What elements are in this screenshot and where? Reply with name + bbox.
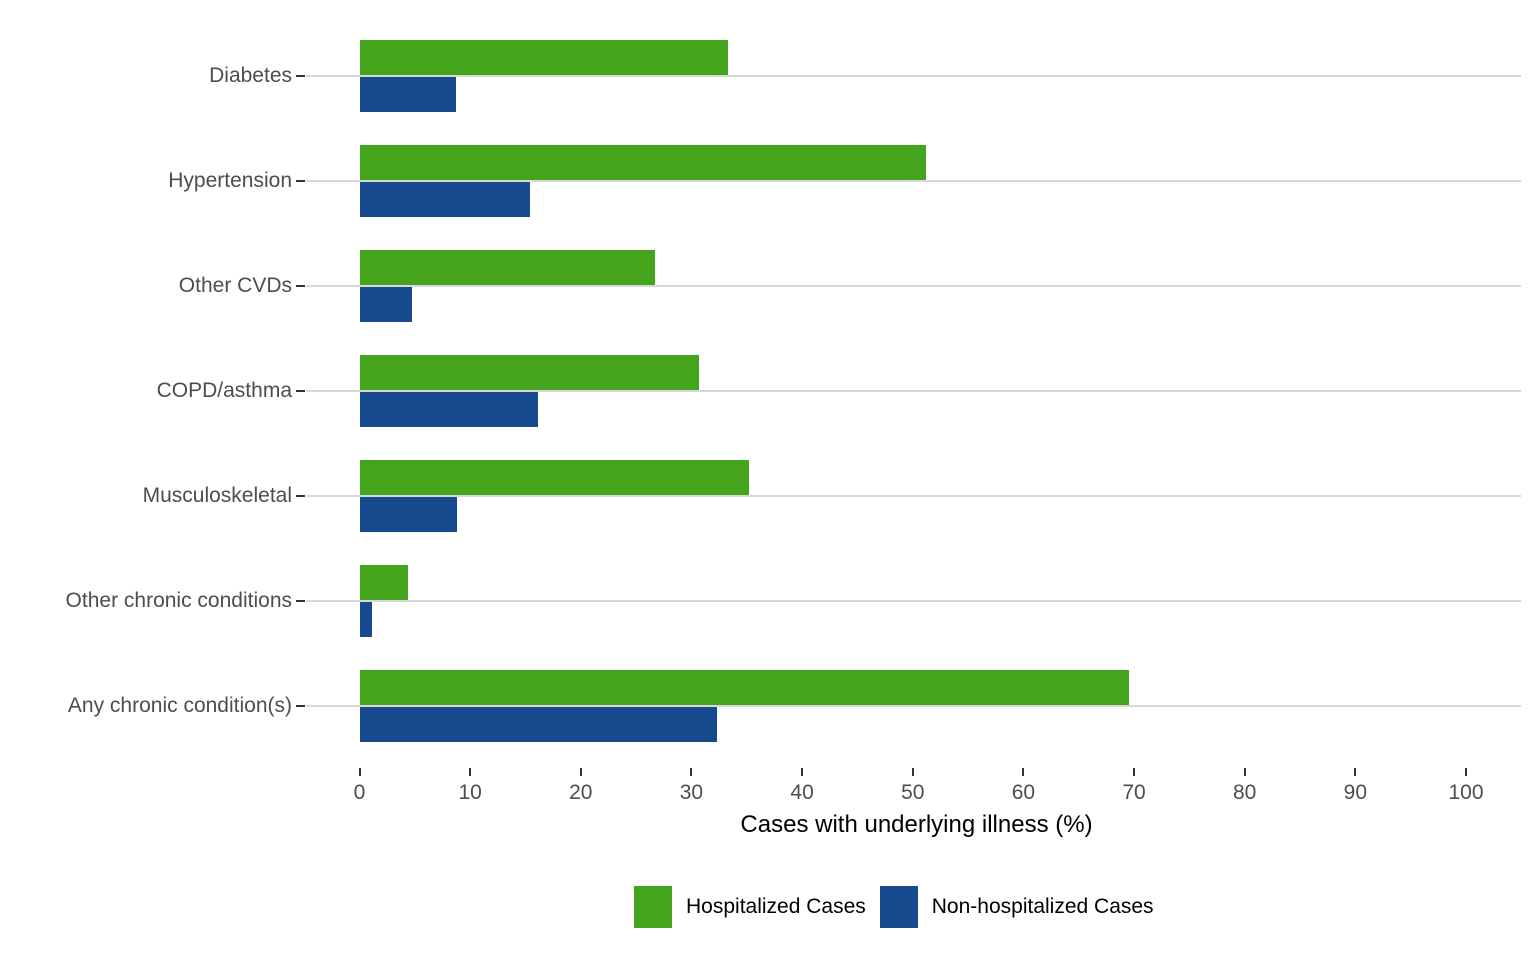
category-gridline	[306, 389, 1521, 392]
hospitalized-bar	[359, 354, 700, 390]
x-axis-tick-label: 30	[679, 781, 704, 804]
y-axis-tick	[296, 74, 305, 77]
y-axis-tick	[296, 704, 305, 707]
non-hospitalized-bar	[359, 77, 456, 112]
x-axis-tick	[1465, 768, 1467, 776]
x-axis-tick	[690, 768, 693, 776]
legend-label-non-hospitalized: Non-hospitalized Cases	[931, 895, 1154, 918]
non-hospitalized-bar	[359, 287, 412, 322]
category-gridline	[306, 704, 1521, 707]
x-axis-tick	[1354, 768, 1357, 776]
legend-swatch-non-hospitalized-icon	[879, 886, 918, 928]
y-axis-tick	[296, 494, 305, 497]
non-hospitalized-bar	[359, 182, 530, 217]
hospitalized-bar	[359, 39, 728, 75]
x-axis-tick	[358, 768, 361, 776]
category-gridline	[306, 494, 1521, 497]
category-gridline	[306, 599, 1521, 602]
category-label: Other chronic conditions	[65, 588, 292, 612]
category-gridline	[306, 284, 1521, 287]
non-hospitalized-bar	[359, 497, 457, 532]
legend-label-hospitalized: Hospitalized Cases	[686, 895, 866, 918]
x-axis-tick-label: 50	[901, 781, 925, 804]
x-axis-tick-label: 0	[353, 781, 366, 804]
non-hospitalized-bar	[359, 392, 538, 427]
category-label: Musculoskeletal	[142, 483, 292, 507]
x-axis-tick-label: 60	[1011, 781, 1036, 804]
category-gridline	[306, 179, 1521, 182]
y-axis-tick	[296, 599, 305, 602]
hospitalized-bar	[359, 564, 409, 600]
x-axis-tick-label: 10	[458, 781, 482, 804]
category-label: Diabetes	[209, 63, 292, 87]
non-hospitalized-bar	[359, 707, 717, 742]
category-label: COPD/asthma	[156, 378, 292, 402]
legend-swatch-hospitalized-icon	[634, 886, 672, 928]
legend: Hospitalized Cases Non-hospitalized Case…	[634, 886, 1154, 928]
non-hospitalized-bar	[359, 602, 372, 637]
x-axis-tick	[1243, 768, 1246, 776]
x-axis-tick-label: 90	[1343, 781, 1368, 804]
x-axis-tick-label: 40	[790, 781, 814, 804]
x-axis-tick-label: 100	[1448, 781, 1484, 804]
y-axis-tick	[296, 284, 305, 287]
x-axis-tick	[469, 768, 472, 776]
x-axis-tick	[1022, 768, 1025, 776]
category-label: Any chronic condition(s)	[67, 693, 292, 717]
hospitalized-bar	[359, 669, 1129, 705]
x-axis-tick	[801, 768, 804, 776]
x-axis-tick-label: 80	[1233, 781, 1257, 804]
x-axis-title: Cases with underlying illness (%)	[740, 811, 1093, 838]
y-axis-tick	[296, 179, 305, 182]
x-axis-tick	[911, 768, 914, 776]
y-axis-tick	[296, 389, 305, 392]
category-label: Hypertension	[168, 168, 292, 192]
x-axis-tick-label: 20	[569, 781, 593, 804]
category-label: Other CVDs	[178, 273, 292, 297]
x-axis-tick	[579, 768, 582, 776]
hospitalized-bar	[359, 144, 927, 180]
x-axis-tick	[1133, 768, 1136, 776]
x-axis-tick-label: 70	[1122, 781, 1146, 804]
category-gridline	[306, 74, 1521, 77]
hospitalized-bar	[359, 459, 749, 495]
hospitalized-bar	[359, 249, 655, 285]
